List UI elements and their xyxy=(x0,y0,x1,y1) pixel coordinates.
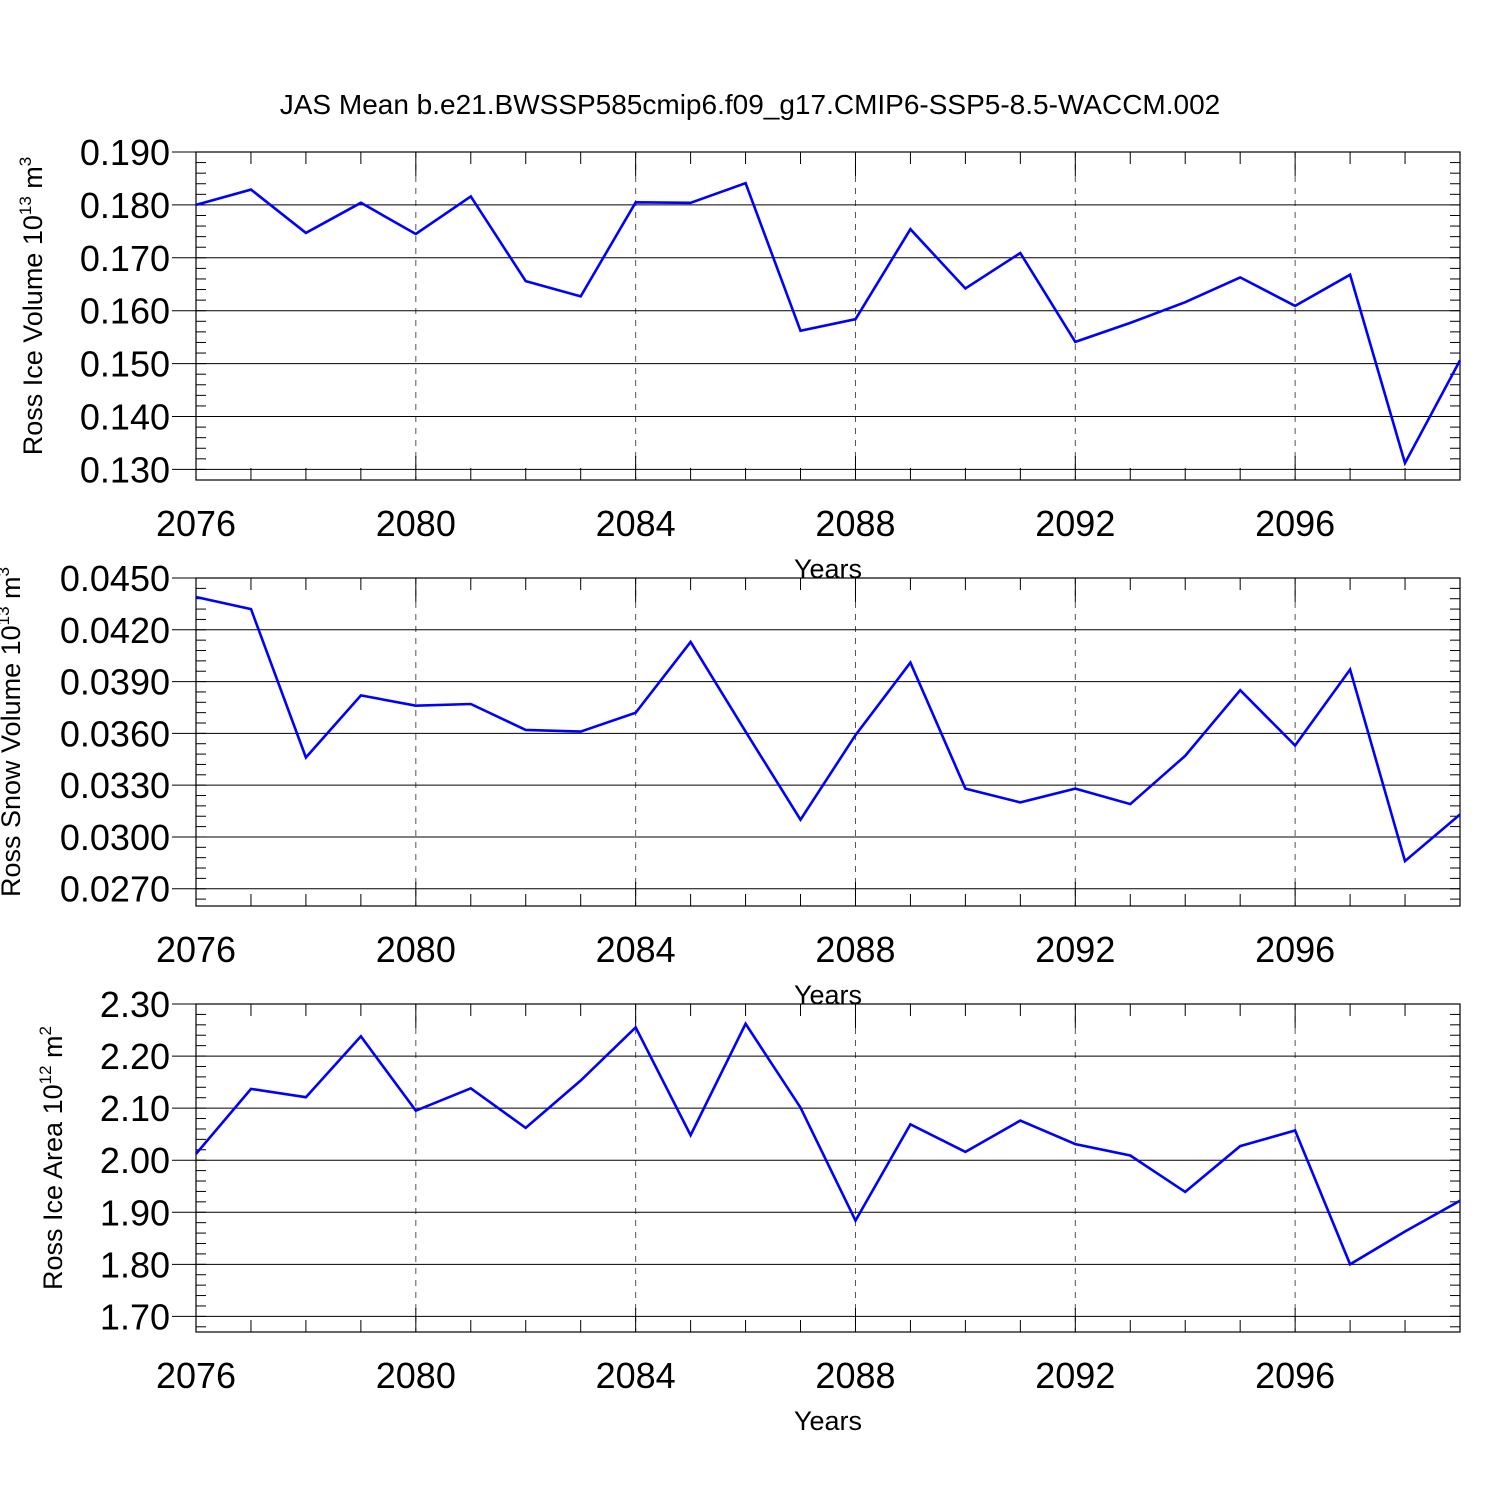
y-tick-label: 0.160 xyxy=(80,291,170,332)
chart-title: JAS Mean b.e21.BWSSP585cmip6.f09_g17.CMI… xyxy=(280,89,1221,120)
x-axis-label: Years xyxy=(794,1406,862,1436)
series-line xyxy=(195,595,1461,864)
plot-frame xyxy=(195,151,1461,481)
series-line xyxy=(195,181,1462,467)
x-tick-label: 2080 xyxy=(376,929,456,970)
y-tick-label: 1.70 xyxy=(100,1296,170,1337)
y-tick-label: 2.30 xyxy=(100,984,170,1025)
series-line xyxy=(195,1021,1461,1267)
y-tick-label: 0.0360 xyxy=(60,713,170,754)
y-tick-label: 2.10 xyxy=(100,1088,170,1129)
chart-panel-2: 0.0270 0.0300 0.0330 0.0360 0.0390 0.0420 0.04… xyxy=(0,558,1461,1010)
x-axis-label: Years xyxy=(794,554,862,584)
y-axis-label: Ross Snow Volume 1013 m3 xyxy=(0,567,26,897)
y-tick-label: 2.20 xyxy=(100,1036,170,1077)
y-tick-label: 0.0300 xyxy=(60,817,170,858)
y-tick-label: 1.80 xyxy=(100,1244,170,1285)
y-tick-label: 0.170 xyxy=(80,238,170,279)
y-tick-label: 1.90 xyxy=(100,1192,170,1233)
y-tick-label: 2.00 xyxy=(100,1140,170,1181)
y-tick-label: 0.0270 xyxy=(60,869,170,910)
x-tick-label: 2096 xyxy=(1255,503,1335,544)
plot-frame xyxy=(195,1003,1461,1333)
x-tick-label: 2092 xyxy=(1035,503,1115,544)
y-tick-label: 0.0450 xyxy=(60,558,170,599)
y-tick-label: 0.140 xyxy=(80,397,170,438)
y-tick-label: 0.190 xyxy=(80,132,170,173)
y-axis-label: Ross Ice Area 1012 m2 xyxy=(36,1026,68,1290)
chart-panel-3: 1.70 1.80 1.90 2.00 2.10 2.20 2.30 2076 2080 2084… xyxy=(36,984,1461,1436)
x-tick-label: 2080 xyxy=(376,503,456,544)
x-tick-label: 2088 xyxy=(815,503,895,544)
x-tick-label: 2080 xyxy=(376,1355,456,1396)
x-tick-label: 2088 xyxy=(815,929,895,970)
chart-panel-1: 0.130 0.140 0.150 0.160 0.170 0.180 0.190 2076 2… xyxy=(16,132,1462,584)
x-tick-label: 2076 xyxy=(156,1355,236,1396)
x-tick-label: 2084 xyxy=(596,1355,676,1396)
y-axis-label: Ross Ice Volume 1013 m3 xyxy=(16,157,48,456)
x-tick-label: 2096 xyxy=(1255,1355,1335,1396)
y-tick-label: 0.130 xyxy=(80,449,170,490)
y-tick-label: 0.150 xyxy=(80,344,170,385)
x-tick-label: 2096 xyxy=(1255,929,1335,970)
y-tick-label: 0.0390 xyxy=(60,662,170,703)
x-tick-label: 2084 xyxy=(596,503,676,544)
plot-frame xyxy=(195,577,1461,907)
x-tick-label: 2092 xyxy=(1035,1355,1115,1396)
x-axis-label: Years xyxy=(794,980,862,1010)
x-tick-label: 2076 xyxy=(156,503,236,544)
x-tick-label: 2076 xyxy=(156,929,236,970)
x-tick-label: 2084 xyxy=(596,929,676,970)
y-tick-label: 0.0420 xyxy=(60,610,170,651)
x-tick-label: 2088 xyxy=(815,1355,895,1396)
x-tick-label: 2092 xyxy=(1035,929,1115,970)
y-tick-label: 0.0330 xyxy=(60,765,170,806)
y-tick-label: 0.180 xyxy=(80,185,170,226)
